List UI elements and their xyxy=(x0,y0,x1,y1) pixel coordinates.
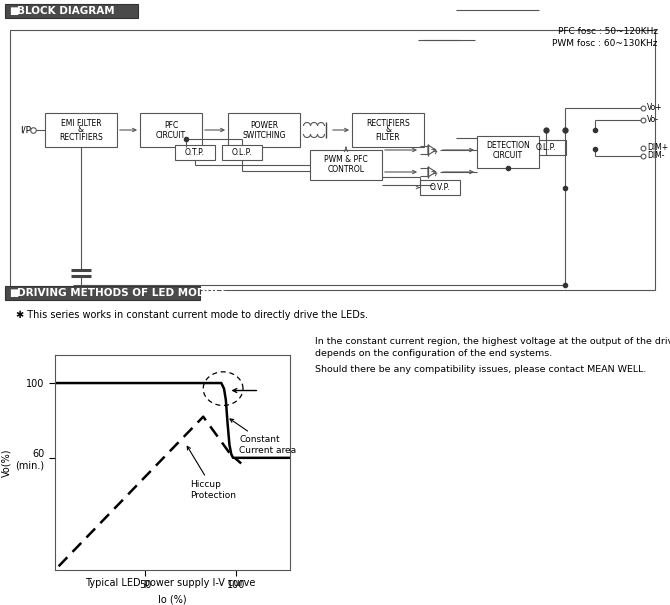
Bar xyxy=(228,113,300,147)
Text: O.V.P.: O.V.P. xyxy=(429,183,450,192)
Text: DIM+: DIM+ xyxy=(647,143,668,152)
Text: In the constant current region, the highest voltage at the output of the driver: In the constant current region, the high… xyxy=(315,338,670,347)
Bar xyxy=(310,150,382,180)
Text: Vo+: Vo+ xyxy=(647,103,663,113)
Text: RECTIFIERS: RECTIFIERS xyxy=(366,119,410,128)
Bar xyxy=(5,4,138,18)
Text: FILTER: FILTER xyxy=(376,132,400,142)
Text: O.L.P.: O.L.P. xyxy=(232,148,252,157)
Text: BLOCK DIAGRAM: BLOCK DIAGRAM xyxy=(17,6,115,16)
Text: ✱ This series works in constant current mode to directly drive the LEDs.: ✱ This series works in constant current … xyxy=(16,310,368,320)
Text: I/P: I/P xyxy=(20,125,31,134)
Bar xyxy=(140,113,202,147)
Bar xyxy=(352,113,424,147)
Text: DRIVING METHODS OF LED MODULE: DRIVING METHODS OF LED MODULE xyxy=(17,288,228,298)
Text: Should there be any compatibility issues, please contact MEAN WELL.: Should there be any compatibility issues… xyxy=(315,365,647,374)
Text: depends on the configuration of the end systems.: depends on the configuration of the end … xyxy=(315,348,552,358)
Text: Vo-: Vo- xyxy=(647,116,659,125)
Text: DETECTION: DETECTION xyxy=(486,142,530,151)
Text: SWITCHING: SWITCHING xyxy=(243,131,285,140)
Text: Typical LED power supply I-V curve: Typical LED power supply I-V curve xyxy=(85,578,255,588)
Bar xyxy=(45,113,117,147)
Text: CIRCUIT: CIRCUIT xyxy=(493,151,523,160)
Bar xyxy=(420,180,460,195)
Text: CONTROL: CONTROL xyxy=(328,165,364,174)
Bar xyxy=(477,136,539,168)
Text: POWER: POWER xyxy=(250,120,278,129)
Text: ■: ■ xyxy=(9,288,18,298)
Bar xyxy=(10,30,655,290)
Text: Constant
Current area: Constant Current area xyxy=(230,419,297,455)
Text: &: & xyxy=(78,125,84,134)
Text: PFC fosc : 50~120KHz
PWM fosc : 60~130KHz: PFC fosc : 50~120KHz PWM fosc : 60~130KH… xyxy=(553,27,658,48)
Text: PFC: PFC xyxy=(164,120,178,129)
Text: O.T.P.: O.T.P. xyxy=(185,148,205,157)
X-axis label: Io (%): Io (%) xyxy=(158,595,187,604)
Bar xyxy=(5,286,200,300)
Text: O.L.P.: O.L.P. xyxy=(536,143,556,152)
Text: RECTIFIERS: RECTIFIERS xyxy=(59,132,103,142)
Text: ■: ■ xyxy=(9,6,18,16)
Text: Hiccup
Protection: Hiccup Protection xyxy=(187,446,237,500)
Bar xyxy=(526,140,566,155)
Text: CIRCUIT: CIRCUIT xyxy=(156,131,186,140)
Y-axis label: Vo(%): Vo(%) xyxy=(1,448,11,477)
Bar xyxy=(175,145,215,160)
Bar xyxy=(222,145,262,160)
Text: PWM & PFC: PWM & PFC xyxy=(324,154,368,163)
Text: EMI FILTER: EMI FILTER xyxy=(61,119,101,128)
Text: DIM-: DIM- xyxy=(647,151,665,160)
Text: &: & xyxy=(385,125,391,134)
